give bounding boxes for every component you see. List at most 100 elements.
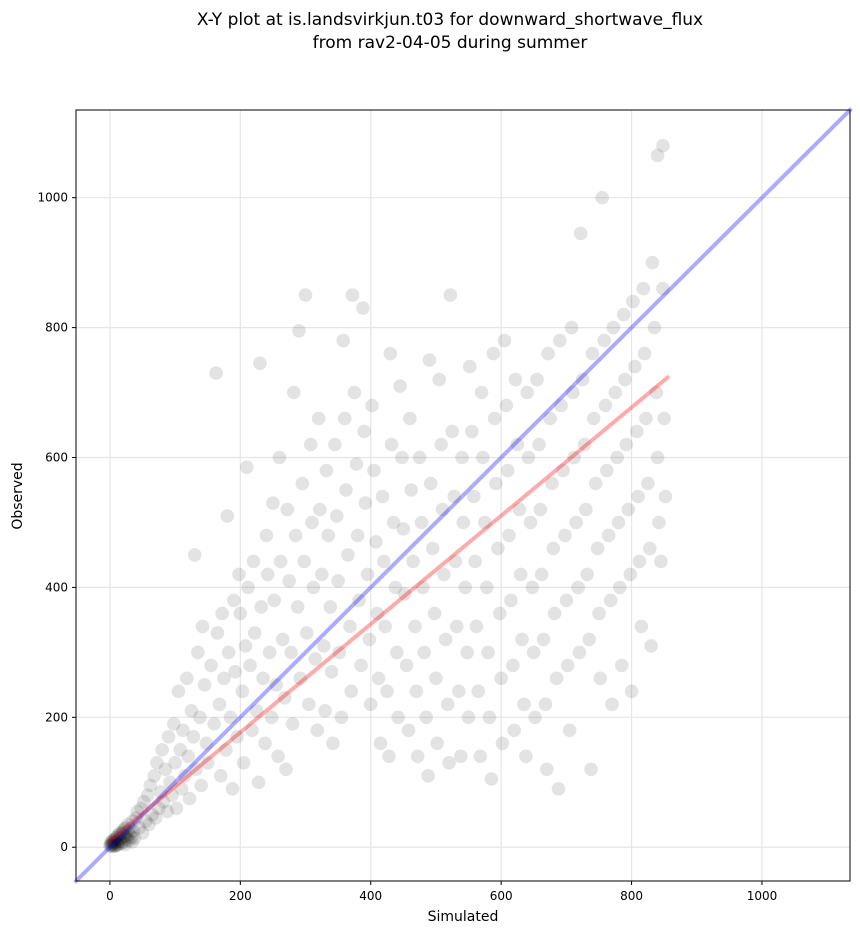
scatter-point (448, 554, 463, 569)
y-axis-ticks: 0 200 400 600 800 1000 (37, 191, 76, 854)
scatter-point (337, 411, 352, 426)
scatter-point (618, 372, 632, 387)
scatter-point (378, 619, 392, 634)
reference-lines (73, 107, 853, 884)
scatter-point (334, 710, 349, 725)
scatter-point (545, 476, 559, 491)
scatter-point (251, 775, 266, 790)
scatter-point (447, 489, 462, 504)
scatter-point (456, 515, 471, 530)
scatter-point (657, 411, 671, 426)
scatter-point (108, 836, 122, 851)
scatter-point (284, 645, 299, 660)
scatter-point (375, 489, 390, 504)
scatter-point (145, 807, 160, 822)
scatter-point (277, 691, 292, 705)
scatter-point (584, 762, 598, 777)
scatter-point (303, 437, 318, 452)
scatter-point (586, 411, 601, 426)
scatter-point (453, 749, 468, 764)
scatter-point (650, 450, 665, 465)
scatter-point (624, 684, 639, 699)
scatter-point (110, 828, 125, 843)
scatter-point (262, 645, 277, 660)
scatter-point (463, 359, 477, 374)
scatter-point (473, 749, 488, 764)
x-axis-label: Simulated (428, 909, 499, 925)
scatter-point (158, 762, 173, 777)
scatter-point (467, 489, 481, 504)
scatter-point (388, 580, 403, 595)
scatter-point (143, 778, 158, 793)
scatter-point (110, 831, 124, 845)
scatter-point (267, 593, 282, 608)
scatter-point (225, 782, 240, 796)
scatter-point (370, 606, 385, 621)
scatter-point (482, 710, 497, 725)
scatter-point (249, 704, 264, 718)
scatter-point (105, 837, 120, 852)
grid-lines (76, 110, 850, 881)
scatter-point (616, 307, 631, 322)
scatter-point (421, 769, 435, 783)
scatter-point (502, 528, 516, 543)
scatter-point (326, 736, 340, 751)
scatter-point (147, 769, 161, 783)
scatter-point (637, 346, 652, 361)
scatter-point (104, 834, 118, 849)
scatter-point (541, 346, 555, 361)
scatter-point (332, 645, 347, 660)
scatter-point (493, 606, 507, 621)
scatter-point (559, 593, 574, 608)
scatter-point (256, 671, 270, 686)
scatter-point (533, 502, 548, 517)
scatter-point (495, 736, 510, 751)
scatter-point (187, 548, 202, 562)
scatter-point (174, 782, 189, 796)
scatter-point (601, 528, 616, 543)
scatter-point (634, 619, 649, 634)
scatter-point (656, 281, 670, 296)
scatter-point (173, 743, 188, 757)
scatter-point (497, 333, 512, 348)
scatter-point (476, 450, 490, 465)
scatter-point (210, 626, 225, 640)
scatter-point (356, 301, 370, 315)
scatter-point (649, 385, 664, 400)
scatter-point (279, 762, 293, 777)
scatter-point (181, 749, 195, 764)
scatter-point (528, 710, 542, 725)
scatter-point (432, 372, 447, 387)
scatter-point (395, 450, 409, 465)
scatter-point (189, 762, 203, 777)
scatter-point (512, 502, 527, 517)
scatter-point (399, 658, 414, 673)
scatter-point (266, 496, 280, 510)
scatter-point (566, 385, 580, 400)
scatter-point (508, 372, 523, 387)
scatter-point (155, 743, 169, 757)
scatter-point (117, 829, 132, 843)
scatter-point (240, 460, 254, 475)
scatter-point (582, 632, 596, 647)
scatter-point (223, 710, 238, 725)
scatter-point (308, 652, 323, 666)
scatter-point (124, 830, 139, 845)
scatter-point (107, 835, 121, 850)
scatter-point (339, 483, 353, 497)
scatter-point (292, 324, 306, 338)
scatter-point (119, 830, 133, 844)
scatter-point (383, 346, 398, 361)
scatter-point (343, 619, 357, 634)
scatter-point (182, 791, 197, 806)
scatter-point (135, 826, 150, 840)
scatter-point (452, 684, 466, 699)
scatter-point (560, 658, 575, 673)
scatter-point (282, 574, 297, 588)
scatter-point (554, 398, 568, 413)
scatter-point (406, 554, 420, 569)
scatter-point (571, 580, 585, 595)
x-tick-label: 200 (229, 889, 252, 903)
scatter-point (103, 839, 117, 853)
scatter-point (412, 450, 427, 465)
